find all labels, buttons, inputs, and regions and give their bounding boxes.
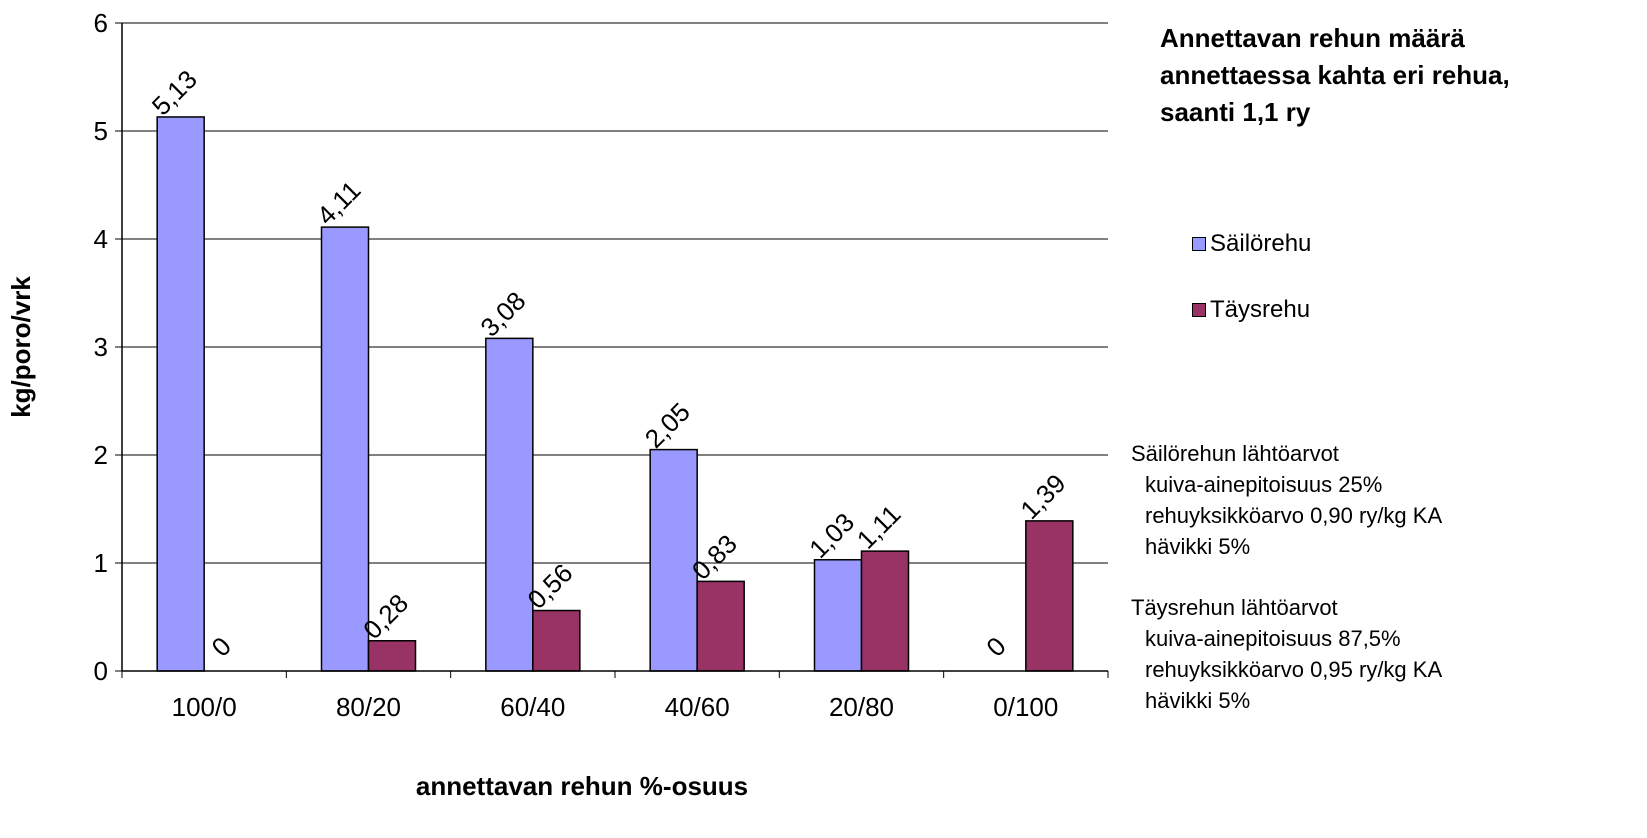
note-sailorehu: Säilörehun lähtöarvot kuiva-ainepitoisuu… bbox=[1131, 438, 1442, 562]
note-line: rehuyksikköarvo 0,95 ry/kg KA bbox=[1145, 657, 1443, 682]
note-line: kuiva-ainepitoisuus 25% bbox=[1145, 472, 1383, 497]
note-line: kuiva-ainepitoisuus 87,5% bbox=[1145, 626, 1401, 651]
bar-taysrehu bbox=[860, 550, 910, 672]
data-label: 3,08 bbox=[474, 285, 531, 342]
bar-chart: 0 1 2 3 4 5 6 100/0 80/20 60/40 40/60 20/80 0/100 5… bbox=[6, 8, 1109, 801]
chart-title-line: saanti 1,1 ry bbox=[1160, 97, 1311, 127]
bar-sailorehu bbox=[813, 559, 863, 672]
y-tick-label: 4 bbox=[94, 224, 108, 254]
x-tick-label: 100/0 bbox=[172, 692, 237, 722]
data-label: 0 bbox=[206, 631, 237, 662]
bar-sailorehu bbox=[485, 337, 534, 672]
note-taysrehu: Täysrehun lähtöarvot kuiva-ainepitoisuus… bbox=[1131, 592, 1442, 716]
legend-swatch-taysrehu bbox=[1192, 303, 1206, 317]
x-tick-label: 80/20 bbox=[336, 692, 401, 722]
y-tick-label: 6 bbox=[94, 8, 108, 38]
legend-item-sailorehu: Säilörehu bbox=[1192, 228, 1311, 260]
x-tick-label: 60/40 bbox=[500, 692, 565, 722]
data-label: 5,13 bbox=[146, 64, 203, 121]
note-line: hävikki 5% bbox=[1145, 688, 1251, 713]
data-label: 2,05 bbox=[639, 397, 696, 454]
x-tick-label: 0/100 bbox=[993, 692, 1058, 722]
gridlines bbox=[122, 22, 1108, 564]
legend-swatch-sailorehu bbox=[1192, 237, 1206, 251]
x-axis-title: annettavan rehun %-osuus bbox=[416, 771, 748, 801]
data-label: 4,11 bbox=[311, 175, 367, 231]
bar-taysrehu bbox=[696, 580, 745, 672]
bar-sailorehu bbox=[320, 226, 370, 672]
y-tick-labels: 0 1 2 3 4 5 6 bbox=[94, 8, 108, 686]
bars bbox=[156, 116, 1074, 672]
data-label: 0 bbox=[980, 631, 1011, 662]
data-label: 1,39 bbox=[1014, 468, 1071, 525]
chart-title: Annettavan rehun määrä annettaessa kahta… bbox=[1160, 20, 1640, 131]
y-tick-label: 3 bbox=[94, 332, 108, 362]
chart-title-line: annettaessa kahta eri rehua, bbox=[1160, 60, 1510, 90]
x-tick-label: 20/80 bbox=[829, 692, 894, 722]
y-tick-label: 5 bbox=[94, 116, 108, 146]
axes bbox=[115, 22, 1109, 678]
note-heading: Täysrehun lähtöarvot bbox=[1131, 595, 1338, 620]
note-line: rehuyksikköarvo 0,90 ry/kg KA bbox=[1145, 503, 1443, 528]
y-tick-label: 2 bbox=[94, 440, 108, 470]
y-tick-label: 1 bbox=[94, 548, 108, 578]
bar-sailorehu bbox=[156, 116, 205, 672]
x-tick-labels: 100/0 80/20 60/40 40/60 20/80 0/100 bbox=[172, 692, 1059, 722]
legend-label: Säilörehu bbox=[1210, 230, 1312, 257]
bar-taysrehu bbox=[1025, 520, 1074, 672]
legend-item-taysrehu: Täysrehu bbox=[1192, 294, 1311, 326]
bar-taysrehu bbox=[367, 640, 417, 672]
y-axis-title: kg/poro/vrk bbox=[6, 276, 36, 418]
note-heading: Säilörehun lähtöarvot bbox=[1131, 441, 1339, 466]
note-line: hävikki 5% bbox=[1145, 534, 1251, 559]
legend-label: Täysrehu bbox=[1210, 296, 1311, 323]
x-tick-label: 40/60 bbox=[665, 692, 730, 722]
data-label: 1,11 bbox=[851, 499, 907, 555]
chart-title-line: Annettavan rehun määrä bbox=[1160, 23, 1465, 53]
bar-taysrehu bbox=[532, 609, 581, 672]
legend: Säilörehu Täysrehu bbox=[1192, 228, 1311, 360]
y-tick-label: 0 bbox=[94, 656, 108, 686]
